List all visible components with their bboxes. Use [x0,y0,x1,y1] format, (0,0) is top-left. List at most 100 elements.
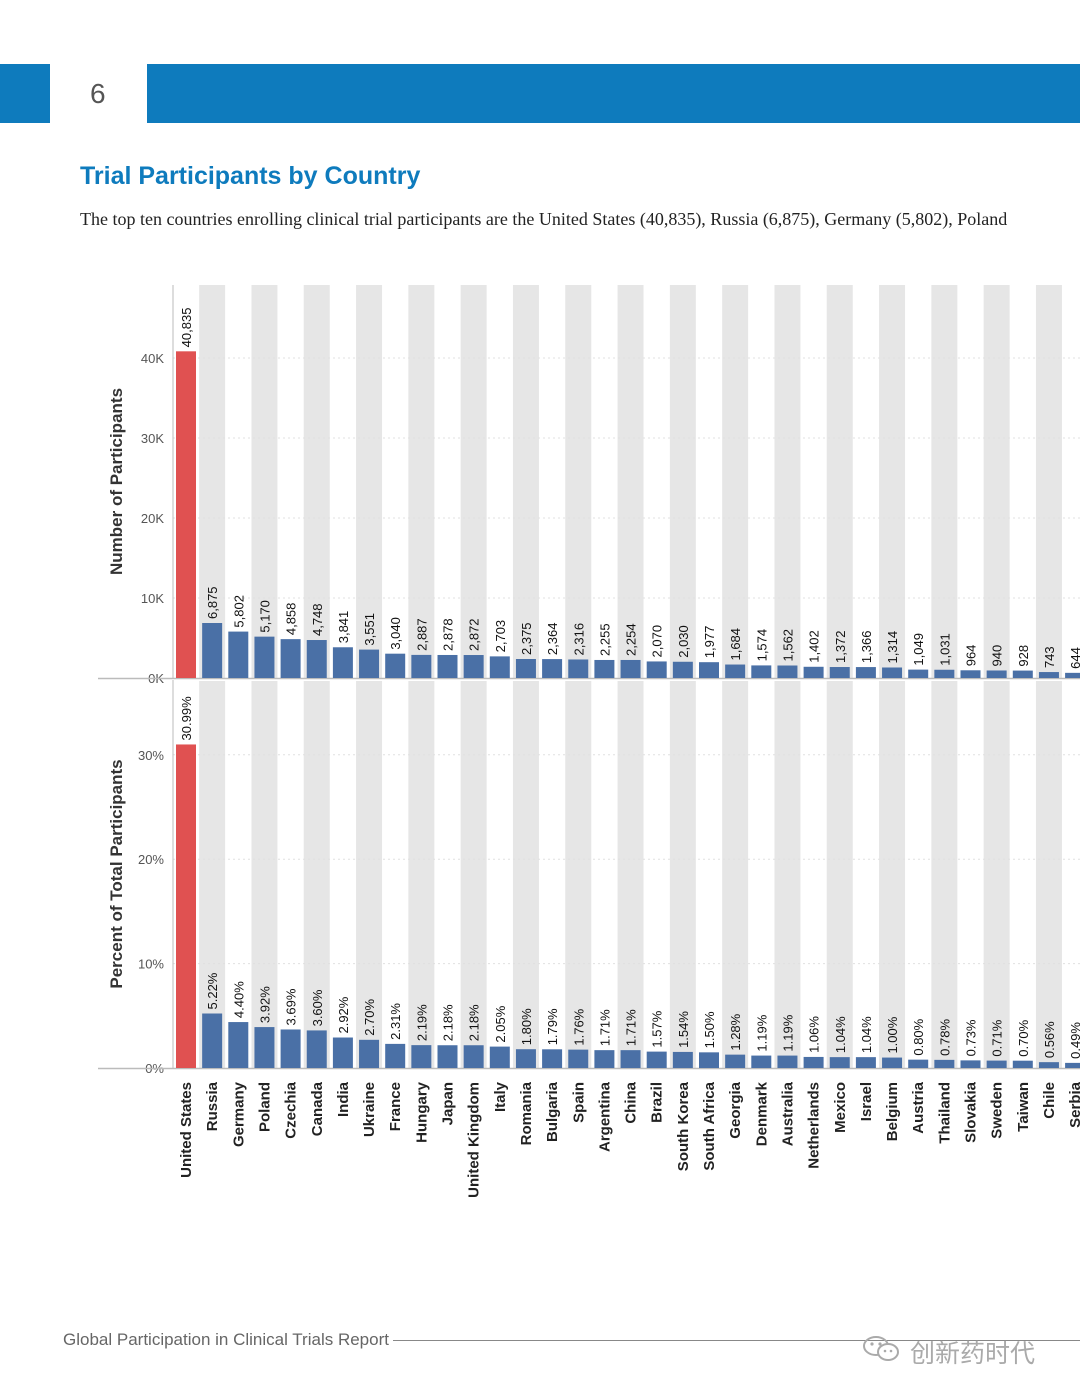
category-label: Sweden [989,1082,1006,1139]
header-band-left [0,64,50,123]
bar [176,744,196,1068]
data-label: 4,748 [310,603,325,636]
stripe-top [931,285,958,678]
data-label: 1.71% [624,1009,639,1046]
bar [908,1059,929,1068]
intro-text: The top ten countries enrolling clinical… [80,209,1008,229]
watermark-text: 创新药时代 [910,1339,1036,1368]
y-tick-label: 30% [138,748,164,763]
data-label: 743 [1042,646,1057,668]
bar [882,667,903,678]
bar [1038,672,1059,678]
bar [725,1054,746,1068]
category-label: Israel [858,1082,875,1121]
data-label: 2,375 [519,622,534,655]
bar [515,659,536,678]
bar [672,661,693,678]
category-label: Germany [230,1081,247,1147]
stripe-bottom [199,681,226,1068]
stripe-top [303,285,330,678]
data-label: 5,802 [231,595,246,628]
bar [1065,1062,1080,1068]
bar [437,654,458,678]
category-label: Japan [440,1082,457,1125]
category-label: South Africa [701,1081,718,1170]
bar [280,1029,301,1068]
bar [594,659,615,678]
data-label: 2.18% [441,1004,456,1041]
bar [1012,1060,1033,1068]
y-tick-label: 10K [141,591,164,606]
category-label: Argentina [596,1081,613,1152]
bar [359,649,380,678]
stripe-bottom [879,681,906,1068]
bar [437,1045,458,1068]
data-label: 928 [1016,645,1031,667]
data-label: 1.28% [728,1013,743,1050]
bar [385,653,406,678]
data-label: 4.40% [231,981,246,1018]
bar [646,661,667,678]
data-label: 1.04% [833,1016,848,1053]
category-label: Taiwan [1015,1082,1032,1132]
bar [176,351,196,678]
stripe-top [199,285,226,678]
category-label: Czechia [283,1081,300,1138]
data-label: 1,402 [807,630,822,663]
category-label: South Korea [675,1081,692,1171]
data-label: 2,364 [545,623,560,656]
bar [1038,1062,1059,1068]
data-label: 0.49% [1068,1022,1080,1059]
data-label: 6,875 [205,586,220,619]
data-label: 2.05% [493,1005,508,1042]
stripe-top [1035,285,1062,678]
y-axis-title: Percent of Total Participants [107,759,126,988]
data-label: 1,366 [859,631,874,664]
data-label: 4,858 [284,603,299,636]
category-label: Hungary [413,1081,430,1143]
bar [228,631,249,678]
data-label: 2.92% [336,996,351,1033]
bar [202,623,223,678]
data-label: 1.50% [702,1011,717,1048]
stripe-bottom [1035,681,1062,1068]
data-label: 2,887 [414,618,429,651]
bar [489,1046,510,1068]
y-axis-title: Number of Participants [107,388,126,575]
bar [725,664,746,678]
bar [646,1051,667,1068]
data-label: 1,031 [937,633,952,666]
category-label: Spain [570,1082,587,1123]
footer-report-name: Global Participation in Clinical Trials … [63,1330,389,1349]
bar [699,662,719,678]
data-label: 1,684 [728,628,743,661]
stripe-top [460,285,487,678]
bar [751,665,772,678]
stripe-top [879,285,906,678]
data-label: 964 [964,645,979,667]
data-label: 1.71% [597,1009,612,1046]
data-label: 0.78% [937,1019,952,1056]
bar [934,1059,955,1068]
bar [803,1056,824,1068]
bar [254,1027,275,1068]
stripe-bottom [983,681,1010,1068]
stripe-bottom [408,681,435,1068]
bar [489,656,510,678]
data-label: 2,255 [597,623,612,656]
bar [908,669,929,678]
data-label: 644 [1068,647,1080,669]
bar [934,669,955,678]
bar [829,667,850,678]
page-number: 6 [90,78,106,109]
stripe-top [722,285,749,678]
bar [777,1055,798,1068]
page-title: Trial Participants by Country [80,162,421,190]
bar [960,1060,981,1068]
bar [228,1022,249,1068]
data-label: 1,372 [833,630,848,663]
category-label: Thailand [936,1082,953,1144]
bar [306,640,327,678]
category-label: Chile [1041,1082,1058,1119]
data-label: 2.19% [414,1004,429,1041]
